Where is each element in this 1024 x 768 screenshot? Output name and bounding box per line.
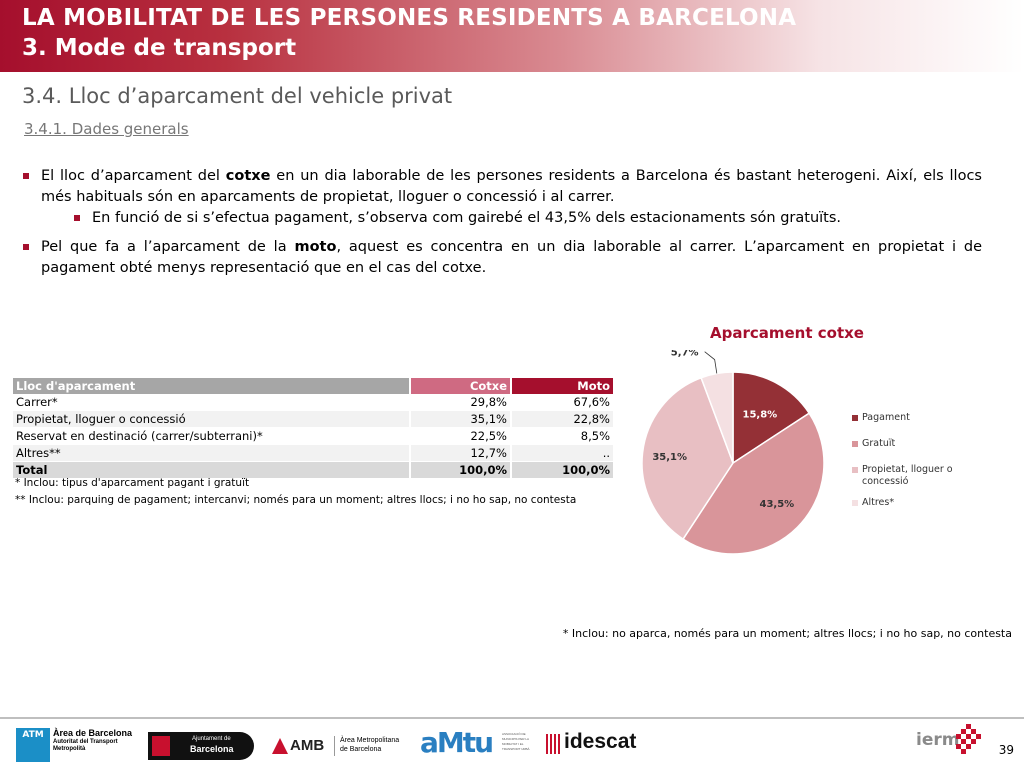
bullet-cotxe: El lloc d’aparcament del cotxe en un dia… bbox=[22, 166, 982, 208]
bullet-keyword: moto bbox=[294, 239, 337, 255]
legend-label: Altres* bbox=[862, 497, 895, 508]
amtu-text: aMtu bbox=[420, 726, 494, 759]
table-row: Propietat, lloguer o concessió 35,1% 22,… bbox=[13, 410, 615, 428]
table-cell: 12,7% bbox=[410, 444, 512, 462]
legend-item: Pagament bbox=[852, 412, 972, 424]
table-cell: 100,0% bbox=[410, 461, 512, 479]
page-title: LA MOBILITAT DE LES PERSONES RESIDENTS A… bbox=[22, 5, 797, 31]
table-header-row: Lloc d'aparcament Cotxe Moto bbox=[13, 378, 615, 394]
ajuntament-logo: Ajuntament de Barcelona bbox=[148, 724, 254, 764]
bullet-text: El lloc d’aparcament del bbox=[41, 168, 226, 184]
table-cell: 100,0% bbox=[511, 461, 615, 479]
subsection-title: 3.4.1. Dades generals bbox=[24, 120, 189, 138]
pie-slice bbox=[641, 376, 734, 541]
table-header: Moto bbox=[511, 378, 615, 394]
pie-data-label: 43,5% bbox=[760, 499, 795, 510]
chart-legend: Pagament Gratuït Propietat, lloguer o co… bbox=[852, 412, 972, 518]
atm-badge: ATM bbox=[16, 728, 50, 762]
bullet-square-icon bbox=[74, 215, 80, 221]
table-cell: Carrer* bbox=[13, 394, 411, 411]
pie-slice bbox=[682, 412, 825, 555]
footer-divider bbox=[0, 717, 1024, 719]
table-cell: Total bbox=[13, 461, 411, 479]
parking-table: Lloc d'aparcament Cotxe Moto Carrer* 29,… bbox=[13, 378, 615, 479]
page-subtitle: 3. Mode de transport bbox=[22, 35, 297, 61]
amb-text: AMB bbox=[290, 737, 325, 754]
atm-text: Autoritat del Transport bbox=[53, 739, 118, 745]
table-cell: Reservat en destinació (carrer/subterran… bbox=[13, 427, 411, 445]
chart-title: Aparcament cotxe bbox=[710, 324, 864, 342]
shield-icon bbox=[152, 736, 170, 756]
bullet-text: en un dia laborable de les persones resi… bbox=[41, 168, 982, 205]
table-note: * Inclou: tipus d'aparcament pagant i gr… bbox=[15, 477, 250, 489]
iermb-text: ierm bbox=[916, 730, 960, 750]
table-total-row: Total 100,0% 100,0% bbox=[13, 461, 615, 479]
bullet-keyword: cotxe bbox=[225, 168, 271, 184]
table-cell: Altres** bbox=[13, 444, 411, 462]
table-row: Carrer* 29,8% 67,6% bbox=[13, 394, 615, 411]
table-cell: 22,8% bbox=[511, 410, 615, 428]
atm-text: Metropolità bbox=[53, 746, 86, 752]
amtu-logo: aMtu ASSOCIACIÓ DE MUNICIPIS PER LA MOBI… bbox=[420, 724, 536, 764]
amb-text: Àrea Metropolitana bbox=[340, 737, 400, 744]
legend-swatch bbox=[852, 500, 858, 506]
table-cell: 35,1% bbox=[410, 410, 512, 428]
table-note: ** Inclou: parquing de pagament; interca… bbox=[15, 494, 577, 506]
legend-swatch bbox=[852, 415, 858, 421]
bullet-cotxe-sub: En funció de si s’efectua pagament, s’ob… bbox=[22, 208, 982, 229]
table-cell: .. bbox=[511, 444, 615, 462]
amb-logo: AMB Àrea Metropolitana de Barcelona bbox=[272, 724, 402, 764]
legend-item: Altres* bbox=[852, 497, 972, 509]
table-cell: 67,6% bbox=[511, 394, 615, 411]
table-row: Reservat en destinació (carrer/subterran… bbox=[13, 427, 615, 445]
section-title: 3.4. Lloc d’aparcament del vehicle priva… bbox=[22, 84, 453, 108]
ajuntament-text: Ajuntament de bbox=[192, 736, 231, 742]
legend-label: Pagament bbox=[862, 412, 910, 423]
idescat-text: idescat bbox=[564, 730, 637, 753]
legend-swatch bbox=[852, 467, 858, 473]
pie-slice bbox=[732, 371, 811, 465]
page-number: 39 bbox=[998, 743, 1014, 757]
pie-slice bbox=[700, 371, 734, 464]
table-cell: Propietat, lloguer o concessió bbox=[13, 410, 411, 428]
table-cell: 8,5% bbox=[511, 427, 615, 445]
table-row: Altres** 12,7% .. bbox=[13, 444, 615, 462]
atm-text: Àrea de Barcelona bbox=[53, 728, 133, 738]
bullet-text: En funció de si s’efectua pagament, s’ob… bbox=[92, 210, 842, 226]
legend-item: Gratuït bbox=[852, 438, 972, 450]
ajuntament-text: Barcelona bbox=[190, 744, 234, 754]
chart-note: * Inclou: no aparca, només para un momen… bbox=[562, 627, 1012, 640]
pie-data-label: 35,1% bbox=[652, 452, 687, 463]
idescat-bars-icon bbox=[546, 734, 560, 754]
bullet-text: , aquest es concentra en un dia laborabl… bbox=[41, 239, 982, 276]
table-cell: 29,8% bbox=[410, 394, 512, 411]
amb-text: de Barcelona bbox=[340, 746, 382, 753]
iermb-pixel-icon bbox=[956, 724, 981, 754]
idescat-logo: idescat bbox=[546, 724, 650, 764]
pie-data-label: 5,7% bbox=[671, 350, 699, 359]
legend-swatch bbox=[852, 441, 858, 447]
header-band bbox=[0, 0, 1024, 72]
pie-leader-line bbox=[704, 351, 718, 374]
iermb-logo: ierm bbox=[916, 724, 986, 764]
legend-label: Gratuït bbox=[862, 438, 896, 449]
atm-logo: ATM Àrea de Barcelona Autoritat del Tran… bbox=[16, 724, 132, 764]
table-header: Cotxe bbox=[410, 378, 512, 394]
bullet-list: El lloc d’aparcament del cotxe en un dia… bbox=[22, 166, 982, 287]
amtu-text: ASSOCIACIÓ DE MUNICIPIS PER LA MOBILITAT… bbox=[502, 732, 530, 751]
bullet-square-icon bbox=[23, 173, 29, 179]
bullet-moto: Pel que fa a l’aparcament de la moto, aq… bbox=[22, 237, 982, 279]
table-cell: 22,5% bbox=[410, 427, 512, 445]
legend-item: Propietat, lloguer o concessió bbox=[852, 464, 972, 488]
legend-label: Propietat, lloguer o concessió bbox=[862, 464, 953, 487]
amb-triangle-icon bbox=[272, 738, 288, 754]
pie-chart: 15,8% 43,5% 35,1% 5,7% bbox=[641, 350, 825, 555]
bullet-text: Pel que fa a l’aparcament de la bbox=[41, 239, 295, 255]
table-header: Lloc d'aparcament bbox=[13, 378, 411, 394]
bullet-square-icon bbox=[23, 244, 29, 250]
pie-data-label: 15,8% bbox=[742, 409, 777, 420]
